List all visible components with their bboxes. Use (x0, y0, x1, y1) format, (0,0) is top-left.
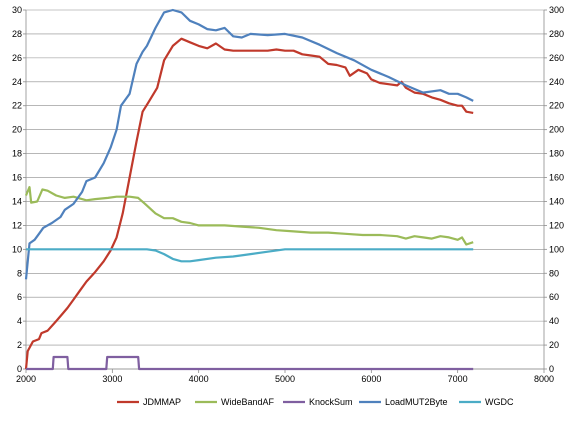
y-left-tick-label: 26 (12, 53, 22, 63)
series-line-widebandaf (24, 186, 474, 246)
series-line-knocksum (26, 355, 474, 371)
legend: JDMMAP WideBandAF KnockSum LoadMUT2Byte WGDC (117, 397, 514, 407)
y-right-tick-label: 40 (549, 316, 559, 326)
legend-label-jdmmap: JDMMAP (143, 397, 181, 407)
x-tick-label: 2000 (16, 374, 36, 384)
x-tick-label: 6000 (361, 374, 381, 384)
y-right-tick-label: 220 (549, 101, 564, 111)
series-lines (24, 8, 474, 371)
series-line-loadmut2byte (24, 8, 474, 280)
legend-label-knocksum: KnockSum (309, 397, 353, 407)
y-right-tick-label: 100 (549, 244, 564, 254)
legend-label-wgdc: WGDC (485, 397, 514, 407)
x-tick-label: 7000 (448, 374, 468, 384)
y-left-tick-label: 14 (12, 196, 22, 206)
y-right-tick-label: 200 (549, 125, 564, 135)
y-left-tick-label: 30 (12, 5, 22, 15)
y-right-tick-label: 120 (549, 220, 564, 230)
y-left-tick-label: 8 (17, 268, 22, 278)
y-right-tick-label: 60 (549, 292, 559, 302)
y-right-tick-label: 160 (549, 173, 564, 183)
legend-label-widebandaf: WideBandAF (221, 397, 275, 407)
y-left-tick-label: 0 (17, 364, 22, 374)
y-left-tick-label: 6 (17, 292, 22, 302)
y-right-tick-label: 140 (549, 196, 564, 206)
y-right-tick-label: 0 (549, 364, 554, 374)
y-left-tick-label: 12 (12, 220, 22, 230)
y-right-tick-label: 260 (549, 53, 564, 63)
y-left-tick-label: 16 (12, 173, 22, 183)
legend-label-loadmut2byte: LoadMUT2Byte (385, 397, 448, 407)
y-left-tick-label: 22 (12, 101, 22, 111)
y-right-tick-label: 80 (549, 268, 559, 278)
y-left-tick-label: 10 (12, 244, 22, 254)
y-left-tick-label: 4 (17, 316, 22, 326)
y-left-tick-label: 28 (12, 29, 22, 39)
y-right-tick-label: 240 (549, 77, 564, 87)
y-right-tick-label: 180 (549, 149, 564, 159)
y-left-tick-label: 18 (12, 149, 22, 159)
y-left-tick-label: 20 (12, 125, 22, 135)
x-tick-label: 8000 (534, 374, 554, 384)
x-tick-label: 3000 (102, 374, 122, 384)
series-line-wgdc (26, 248, 474, 263)
y-right-tick-label: 300 (549, 5, 564, 15)
y-right-tick-label: 280 (549, 29, 564, 39)
axes: 0246810121416182022242628300204060801001… (12, 5, 564, 384)
y-left-tick-label: 2 (17, 340, 22, 350)
x-tick-label: 4000 (189, 374, 209, 384)
x-tick-label: 5000 (275, 374, 295, 384)
y-right-tick-label: 20 (549, 340, 559, 350)
y-left-tick-label: 24 (12, 77, 22, 87)
